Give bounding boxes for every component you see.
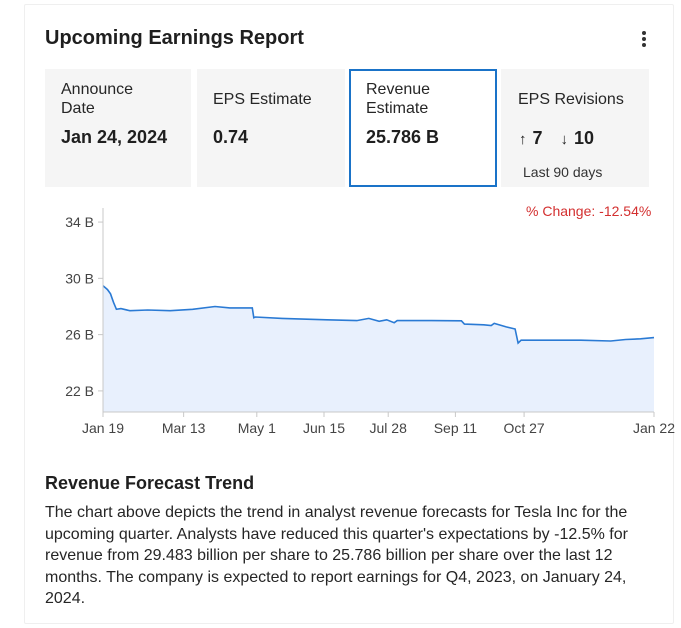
kebab-menu-icon[interactable] — [634, 28, 654, 50]
eps-estimate-value: 0.74 — [213, 127, 249, 147]
eps-revisions-counts: ↑ 7 ↓ 10 — [519, 128, 594, 149]
announce-date-label: Announce Date — [61, 81, 134, 117]
arrow-down-icon: ↓ — [560, 131, 569, 148]
revenue-estimate-tile[interactable]: Revenue Estimate 25.786 B — [349, 69, 497, 187]
announce-date-value: Jan 24, 2024 — [61, 127, 168, 147]
widget-title: Upcoming Earnings Report — [45, 27, 304, 49]
eps-revisions-period: Last 90 days — [523, 164, 603, 180]
revenue-estimate-label: Revenue Estimate — [366, 81, 431, 117]
revisions-up: ↑ 7 — [519, 128, 543, 149]
revisions-down-count: 10 — [574, 128, 595, 148]
arrow-up-icon: ↑ — [519, 131, 527, 148]
revisions-up-count: 7 — [532, 128, 543, 148]
revisions-down: ↓ 10 — [561, 128, 595, 149]
description-text: The chart above depicts the trend in ana… — [45, 504, 628, 607]
percent-change-annotation: % Change: -12.54% — [526, 203, 652, 219]
eps-estimate-tile: EPS Estimate 0.74 — [197, 69, 345, 187]
revenue-estimate-value: 25.786 B — [366, 127, 440, 147]
description-title: Revenue Forecast Trend — [45, 473, 255, 493]
eps-revisions-label: EPS Revisions — [518, 91, 624, 108]
announce-date-tile: Announce Date Jan 24, 2024 — [45, 69, 191, 187]
eps-estimate-label: EPS Estimate — [213, 91, 312, 108]
eps-revisions-tile: EPS Revisions ↑ 7 ↓ 10 Last 90 days — [501, 69, 649, 187]
